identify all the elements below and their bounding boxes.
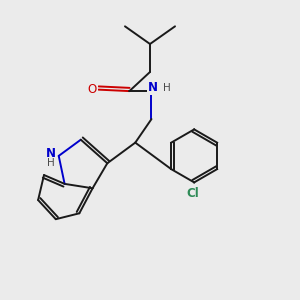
Text: N: N [46,147,56,160]
Text: H: H [163,82,171,93]
Text: Cl: Cl [186,187,199,200]
Text: O: O [87,83,97,96]
Text: N: N [148,81,158,94]
Text: H: H [46,158,54,168]
